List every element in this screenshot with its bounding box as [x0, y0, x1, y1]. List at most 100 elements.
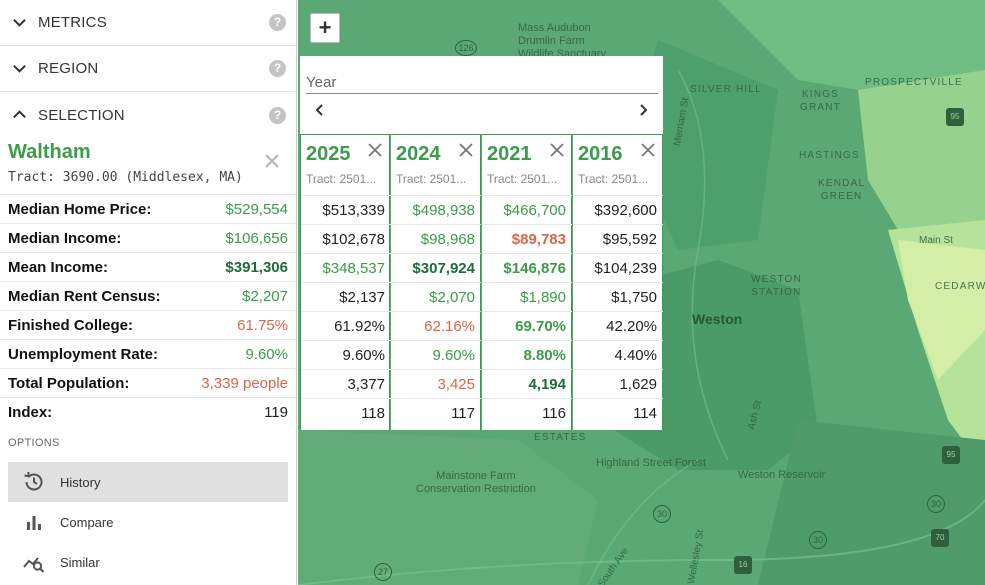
history-option-label: History — [60, 474, 101, 490]
year-cell: $2,070 — [391, 282, 481, 311]
similar-search-icon — [22, 550, 46, 574]
map-place-label: PROSPECTVILLE — [865, 77, 963, 88]
metric-label: Mean Income: — [8, 259, 109, 276]
compare-option-label: Compare — [60, 514, 114, 530]
metric-row: Index: 119 — [0, 397, 296, 426]
close-icon[interactable] — [549, 142, 565, 158]
metric-label: Median Income: — [8, 230, 122, 247]
route-shield: 95 — [942, 446, 960, 464]
route-shield: 30 — [927, 495, 945, 513]
year-cell: $348,537 — [301, 253, 391, 282]
close-icon[interactable] — [640, 142, 656, 158]
year-cell: $392,600 — [573, 195, 663, 224]
year-column: 2021 Tract: 2501... $466,700 $89,783 $14… — [482, 134, 572, 430]
metric-value: $106,656 — [225, 230, 288, 247]
metric-value: 119 — [264, 404, 288, 421]
help-icon[interactable]: ? — [269, 106, 286, 124]
year-cell: 1,629 — [573, 369, 663, 398]
map-place-label: Main St — [919, 235, 953, 246]
route-shield: 27 — [374, 563, 392, 581]
zoom-in-button[interactable]: + — [310, 13, 340, 43]
history-icon — [22, 470, 46, 494]
map-place-label: Mainstone Farm Conservation Restriction — [416, 470, 536, 495]
year-cell: $1,890 — [482, 282, 572, 311]
year-cell: 3,377 — [301, 369, 391, 398]
metrics-section-label: METRICS — [38, 14, 107, 31]
year-tract: Tract: 2501... — [487, 172, 558, 186]
chevron-right-icon[interactable] — [635, 102, 651, 118]
route-shield: 95 — [946, 108, 964, 126]
chevron-left-icon[interactable] — [312, 102, 328, 118]
region-section-label: REGION — [38, 60, 99, 77]
sidebar-panel: METRICS ? REGION ? SELECTION ? Waltham T… — [0, 0, 297, 585]
map-place-label: Weston Reservoir — [738, 469, 826, 481]
map-place-label: KENDAL GREEN — [818, 178, 866, 202]
year-cell: $466,700 — [482, 195, 572, 224]
year-tract: Tract: 2501... — [306, 172, 377, 186]
map-place-label: Weston — [692, 311, 743, 327]
metric-value: $391,306 — [225, 259, 288, 276]
chevron-down-icon — [12, 15, 27, 30]
route-shield: 30 — [653, 505, 671, 523]
year-cell: $498,938 — [391, 195, 481, 224]
year-label: Year — [306, 74, 337, 91]
year-cell: $102,678 — [301, 224, 391, 253]
help-icon[interactable]: ? — [269, 14, 286, 31]
history-option[interactable]: History — [8, 462, 288, 502]
route-shield: 126 — [455, 40, 477, 56]
year-cell: $307,924 — [391, 253, 481, 282]
year-cell: 8.80% — [482, 340, 572, 369]
year-column: 2025 Tract: 2501... $513,339 $102,678 $3… — [300, 134, 391, 430]
metric-label: Median Home Price: — [8, 201, 152, 218]
metric-label: Unemployment Rate: — [8, 346, 159, 363]
year-heading: 2021 — [487, 143, 532, 165]
year-cell: 114 — [573, 398, 663, 427]
options-heading: OPTIONS — [8, 437, 60, 449]
year-tract: Tract: 2501... — [396, 172, 467, 186]
metric-row: Finished College: 61.75% — [0, 310, 296, 339]
region-section-header[interactable]: REGION ? — [0, 46, 296, 92]
map-place-label: ESTATES — [534, 432, 587, 443]
selection-section-header[interactable]: SELECTION ? — [0, 92, 296, 138]
metric-row: Total Population: 3,339 people — [0, 368, 296, 397]
year-cell: $98,968 — [391, 224, 481, 253]
year-cell: 4,194 — [482, 369, 572, 398]
year-cell: 118 — [301, 398, 391, 427]
close-icon[interactable] — [263, 152, 281, 170]
year-cell: $104,239 — [573, 253, 663, 282]
year-cell: 69.70% — [482, 311, 572, 340]
similar-option[interactable]: Similar — [8, 542, 288, 582]
year-cell: $89,783 — [482, 224, 572, 253]
metric-label: Total Population: — [8, 375, 130, 392]
year-cell: $2,137 — [301, 282, 391, 311]
map-place-label: SILVER HILL — [690, 84, 762, 95]
metric-label: Index: — [8, 404, 53, 421]
year-cell: $513,339 — [301, 195, 391, 224]
metric-row: Median Rent Census: $2,207 — [0, 281, 296, 310]
chevron-up-icon — [12, 107, 27, 122]
year-heading: 2025 — [306, 143, 351, 165]
year-cell: 9.60% — [391, 340, 481, 369]
year-tract: Tract: 2501... — [578, 172, 649, 186]
selection-section-label: SELECTION — [38, 106, 125, 124]
year-cell: 42.20% — [573, 311, 663, 340]
metric-row: Median Income: $106,656 — [0, 223, 296, 252]
year-cell: 117 — [391, 398, 481, 427]
metric-label: Median Rent Census: — [8, 288, 161, 305]
year-heading: 2024 — [396, 143, 441, 165]
year-column: 2016 Tract: 2501... $392,600 $95,592 $10… — [573, 134, 663, 430]
year-cell: 4.40% — [573, 340, 663, 369]
close-icon[interactable] — [367, 142, 383, 158]
route-shield: 30 — [809, 531, 827, 549]
close-icon[interactable] — [458, 142, 474, 158]
help-icon[interactable]: ? — [269, 60, 286, 77]
route-shield: 16 — [734, 556, 752, 574]
similar-option-label: Similar — [60, 554, 100, 570]
year-cell: 61.92% — [301, 311, 391, 340]
metric-label: Finished College: — [8, 317, 134, 334]
year-cell: $1,750 — [573, 282, 663, 311]
compare-option[interactable]: Compare — [8, 502, 288, 542]
metrics-section-header[interactable]: METRICS ? — [0, 0, 296, 46]
metric-value: 3,339 people — [201, 375, 288, 392]
year-picker: Year — [300, 56, 663, 134]
